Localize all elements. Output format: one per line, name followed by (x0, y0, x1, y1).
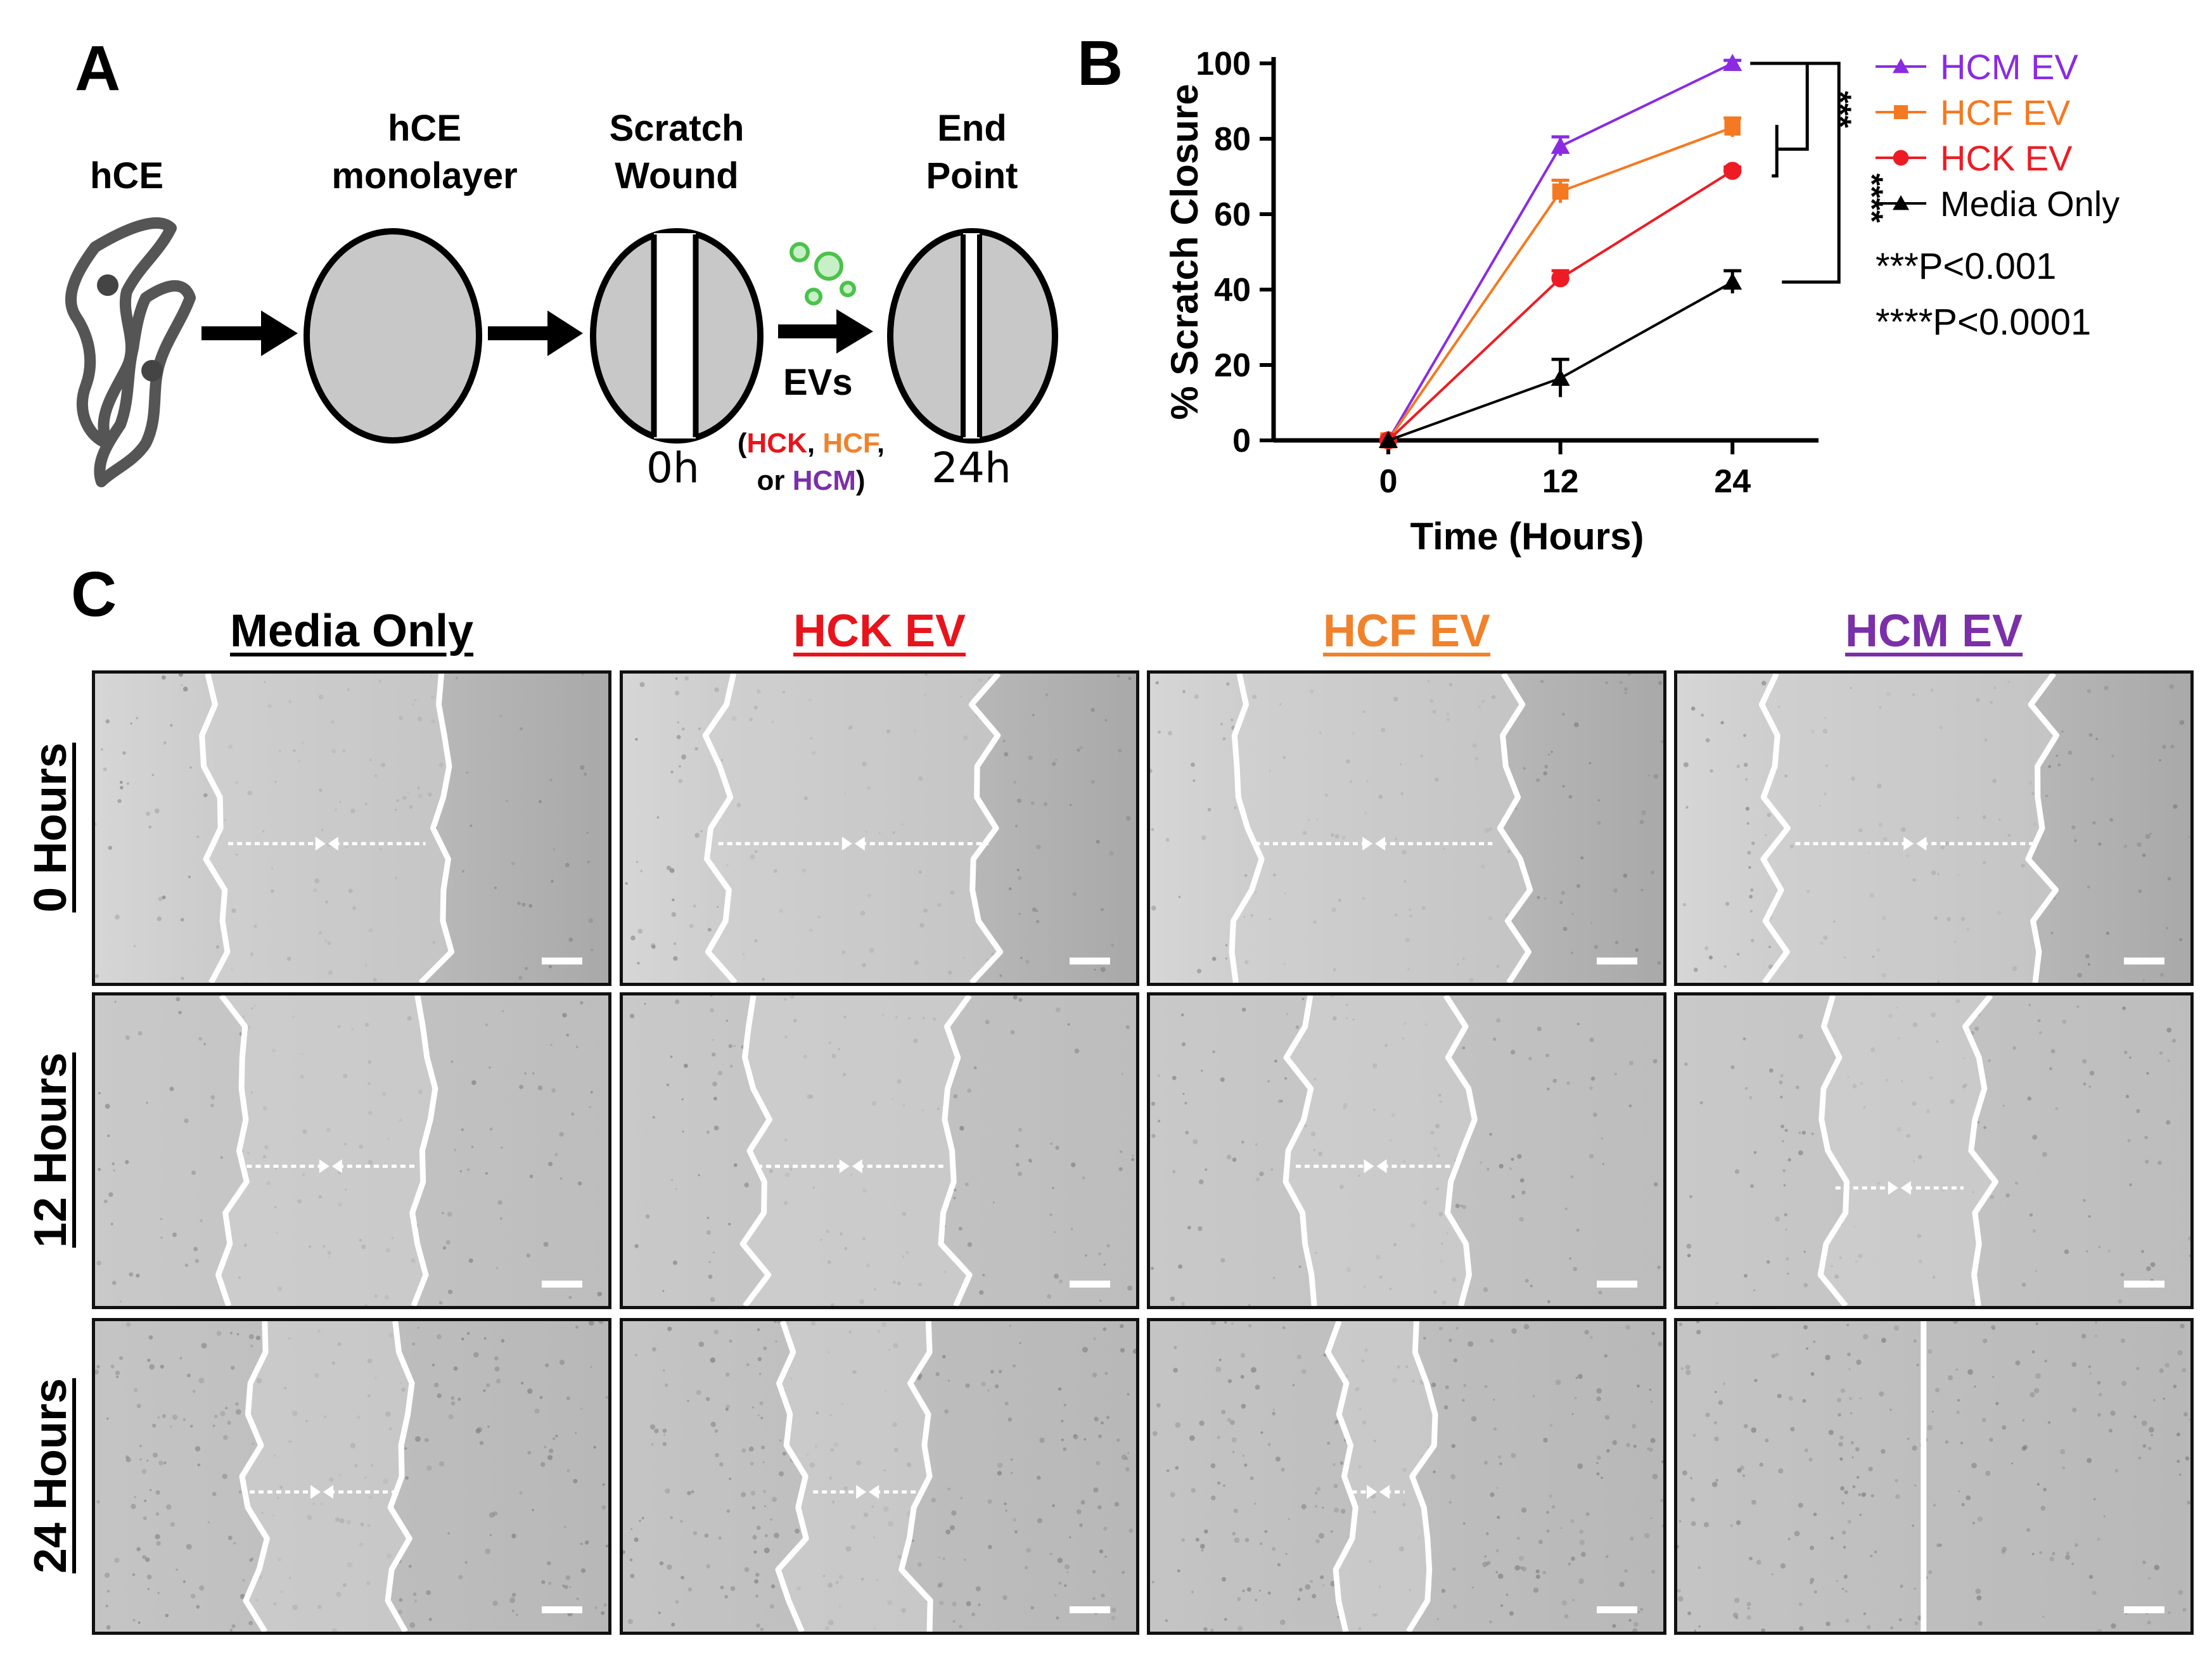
micrograph-hck-ev-12-hours (620, 992, 1139, 1309)
data-point-hcf-ev (1724, 119, 1741, 136)
column-heading-hcm-ev: HCM EV (1844, 606, 2023, 656)
y-tick-label: 100 (1196, 46, 1251, 82)
legend-entry-hcm-ev: HCM EV (1940, 47, 2078, 87)
ev-particles-icon (790, 242, 856, 305)
legend-marker-hck-ev (1893, 150, 1909, 166)
micrograph-hcm-ev-0-hours (1674, 670, 2194, 986)
x-tick-label: 0 (1379, 463, 1398, 500)
schematic-drawing (65, 217, 1058, 487)
schematic-step-label-scratch: Scratch Wound (609, 108, 745, 197)
scratch-closure-chart: 0 20 40 60 80 100 0 12 24 Time (Hours) % Scratch C… (1163, 46, 2119, 558)
ev-source-hcm: HCM (792, 465, 856, 497)
row-heading-0-hours: 0 Hours (25, 742, 76, 913)
ev-source-hck: HCK (746, 428, 807, 459)
micrograph-hcm-ev-12-hours (1674, 992, 2194, 1309)
time-label-0h: 0h (646, 444, 700, 492)
legend-marker-media-only (1893, 195, 1909, 210)
micrograph-media-only-0-hours (92, 670, 611, 986)
schematic-step-label-hce: hCE (90, 155, 163, 196)
data-point-hcf-ev (1552, 183, 1569, 200)
ev-source-note: (HCK, HCF, or HCM) (737, 428, 885, 497)
legend-entry-hck-ev: HCK EV (1940, 138, 2073, 178)
micrograph-hcf-ev-0-hours (1147, 670, 1666, 986)
significance-bracket-3 (1750, 61, 1809, 151)
data-point-media-only (1723, 272, 1742, 290)
schematic-step-label-endpoint: End Point (926, 108, 1018, 197)
data-point-hck-ev (1551, 269, 1569, 288)
significance-note: ***P<0.001 (1876, 246, 2056, 287)
column-heading-media-only: Media Only (229, 606, 474, 656)
y-axis-label: % Scratch Closure (1163, 84, 1206, 419)
significance-bracket-inner (1772, 125, 1779, 178)
row-heading-12-hours: 12 Hours (25, 1052, 76, 1248)
x-axis-label: Time (Hours) (1410, 515, 1644, 558)
legend-marker-hcf-ev (1893, 105, 1908, 120)
panel-letter-b: B (1077, 28, 1123, 99)
column-heading-hcf-ev: HCF EV (1322, 606, 1491, 656)
data-point-media-only (1550, 368, 1570, 386)
micrograph-hcf-ev-24-hours (1147, 1318, 1666, 1635)
y-tick-label: 20 (1214, 347, 1251, 384)
micrograph-media-only-12-hours (92, 992, 611, 1309)
significance-bracket-4 (1782, 61, 1841, 284)
significance-note: ****P<0.0001 (1876, 302, 2091, 343)
series-line-hck-ev (1387, 169, 1734, 442)
corneal-cells-icon (65, 217, 196, 487)
y-tick-label: 60 (1214, 196, 1251, 233)
data-point-hck-ev (1723, 162, 1742, 180)
data-point-media-only (1379, 431, 1398, 448)
significance-stars-4: **** (1854, 174, 1889, 223)
cell-nucleus-icon (97, 274, 118, 296)
panel-letter-a: A (75, 33, 121, 104)
micrograph-hck-ev-24-hours (620, 1318, 1139, 1635)
data-point-hcm-ev (1723, 54, 1742, 71)
cell-nucleus-icon (141, 360, 163, 381)
process-arrow-icon (488, 310, 583, 356)
process-arrow-icon (778, 309, 873, 354)
legend-entry-media-only: Media Only (1940, 184, 2119, 224)
ev-label: EVs (783, 362, 853, 403)
x-tick-label: 12 (1542, 463, 1579, 500)
panel-letter-c: C (71, 559, 117, 630)
data-point-hcm-ev (1550, 136, 1570, 154)
micrograph-hck-ev-0-hours (620, 670, 1139, 986)
y-tick-label: 40 (1214, 272, 1251, 309)
column-heading-hck-ev: HCK EV (793, 606, 966, 656)
row-heading-24-hours: 24 Hours (25, 1378, 76, 1574)
endpoint-dish-icon (887, 228, 1058, 444)
process-arrow-icon (201, 310, 298, 356)
legend-marker-hcm-ev (1893, 58, 1909, 74)
x-tick-label: 24 (1714, 463, 1751, 500)
y-tick-label: 0 (1232, 423, 1251, 459)
ev-source-hcf: HCF (822, 428, 877, 459)
scratch-wound-dish-icon (590, 228, 764, 444)
micrograph-hcm-ev-24-hours (1674, 1318, 2194, 1635)
micrograph-media-only-24-hours (92, 1318, 611, 1635)
y-tick-label: 80 (1214, 121, 1251, 158)
monolayer-dish-icon (304, 228, 482, 444)
legend-entry-hcf-ev: HCF EV (1940, 93, 2071, 132)
schematic-step-label-monolayer: hCE monolayer (331, 108, 518, 197)
micrograph-hcf-ev-12-hours (1147, 992, 1666, 1309)
time-label-24h: 24h (931, 444, 1011, 492)
